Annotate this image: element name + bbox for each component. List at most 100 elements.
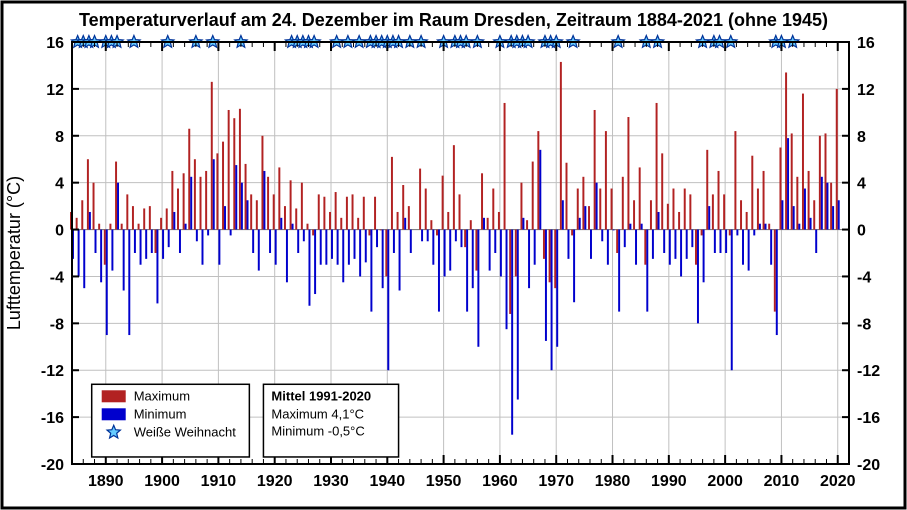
bar-max xyxy=(779,148,781,230)
bar-min xyxy=(376,230,378,248)
bar-max xyxy=(104,230,106,265)
bar-min xyxy=(185,224,187,230)
bar-min xyxy=(230,230,232,236)
bar-min xyxy=(370,230,372,312)
bar-min xyxy=(89,212,91,230)
bar-min xyxy=(534,230,536,265)
bar-min xyxy=(641,224,643,230)
bar-max xyxy=(267,177,269,230)
bar-min xyxy=(804,189,806,230)
bar-min xyxy=(776,230,778,335)
bar-max xyxy=(560,62,562,230)
bar-max xyxy=(734,131,736,229)
bar-min xyxy=(235,165,237,229)
bar-max xyxy=(594,110,596,230)
bar-max xyxy=(661,153,663,229)
bar-min xyxy=(483,218,485,230)
bar-min xyxy=(511,230,513,435)
y-tick-label-right: -16 xyxy=(857,410,880,427)
bar-max xyxy=(284,206,286,229)
bar-min xyxy=(359,230,361,277)
bar-min xyxy=(821,177,823,230)
x-tick-label: 1910 xyxy=(201,473,237,490)
bar-min xyxy=(466,230,468,312)
bar-max xyxy=(774,230,776,312)
bar-min xyxy=(297,230,299,253)
bar-max xyxy=(515,230,517,277)
bar-max xyxy=(577,189,579,230)
bar-max xyxy=(537,131,539,229)
bar-min xyxy=(331,230,333,259)
bar-min xyxy=(826,183,828,230)
bar-min xyxy=(477,230,479,347)
bar-min xyxy=(765,224,767,230)
bar-max xyxy=(554,230,556,289)
bar-max xyxy=(397,212,399,230)
x-tick-label: 1920 xyxy=(257,473,293,490)
bar-max xyxy=(81,200,83,229)
bar-min xyxy=(703,230,705,283)
bar-min xyxy=(263,171,265,230)
bar-min xyxy=(551,230,553,371)
bar-max xyxy=(695,230,697,265)
bar-max xyxy=(93,183,95,230)
bar-min xyxy=(404,218,406,230)
bar-max xyxy=(228,110,230,230)
y-tick-label: -20 xyxy=(41,457,64,474)
bar-max xyxy=(419,169,421,230)
bar-max xyxy=(374,197,376,230)
bar-max xyxy=(250,194,252,229)
bar-max xyxy=(712,194,714,229)
bar-min xyxy=(427,230,429,242)
bar-min xyxy=(303,230,305,242)
bar-min xyxy=(720,230,722,253)
bar-min xyxy=(117,183,119,230)
bar-min xyxy=(500,230,502,277)
bar-max xyxy=(470,220,472,229)
bar-min xyxy=(224,206,226,229)
bar-max xyxy=(188,129,190,230)
bar-max xyxy=(487,218,489,230)
bar-max xyxy=(278,167,280,229)
y-tick-label: 16 xyxy=(46,35,64,52)
bar-max xyxy=(746,212,748,230)
bar-min xyxy=(78,230,80,277)
bar-max xyxy=(701,230,703,236)
y-tick-label: -12 xyxy=(41,363,64,380)
bar-min xyxy=(489,230,491,271)
legend-label: Minimum xyxy=(134,406,187,421)
bar-min xyxy=(596,183,598,230)
x-tick-label: 1970 xyxy=(538,473,574,490)
bar-max xyxy=(616,230,618,253)
bar-max xyxy=(98,224,100,230)
bar-max xyxy=(768,224,770,230)
bar-min xyxy=(252,230,254,253)
y-tick-label: 8 xyxy=(55,129,64,146)
y-tick-label: 12 xyxy=(46,82,64,99)
bar-max xyxy=(200,177,202,230)
bar-min xyxy=(714,230,716,253)
legend-swatch xyxy=(102,408,126,420)
bar-max xyxy=(504,103,506,230)
bar-max xyxy=(819,136,821,230)
x-tick-label: 1930 xyxy=(313,473,349,490)
bar-min xyxy=(528,230,530,289)
bar-max xyxy=(385,230,387,277)
bar-max xyxy=(307,224,309,230)
bar-max xyxy=(425,189,427,230)
legend-swatch xyxy=(102,390,126,402)
bar-max xyxy=(729,230,731,236)
bar-max xyxy=(566,163,568,230)
bar-min xyxy=(607,230,609,265)
bar-max xyxy=(121,224,123,230)
bar-min xyxy=(613,230,615,231)
bar-max xyxy=(194,159,196,229)
bar-max xyxy=(644,230,646,265)
bar-min xyxy=(567,230,569,259)
info-title: Mittel 1991-2020 xyxy=(271,388,371,403)
bar-max xyxy=(177,189,179,230)
x-tick-label: 2000 xyxy=(707,473,743,490)
bar-min xyxy=(669,230,671,265)
y-tick-label-right: 0 xyxy=(857,223,866,240)
y-tick-label: 0 xyxy=(55,223,64,240)
